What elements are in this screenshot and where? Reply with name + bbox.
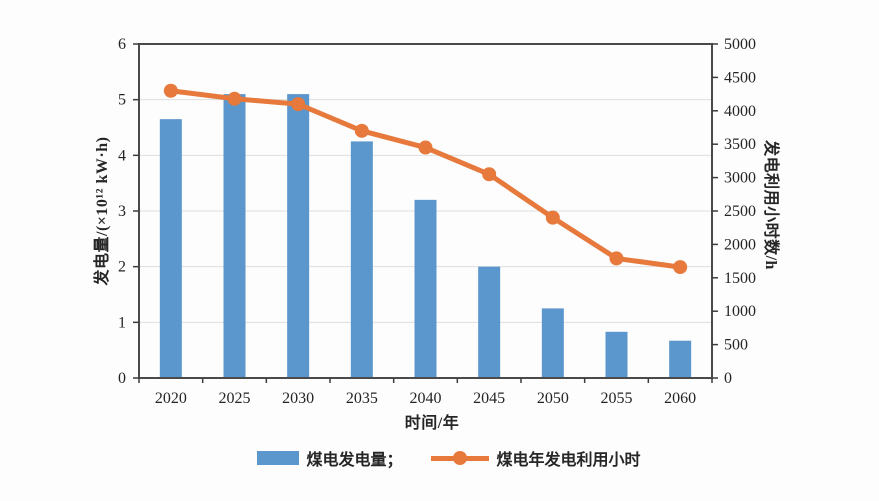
- bar-2055: [605, 331, 628, 378]
- x-tick-label: 2060: [664, 390, 696, 407]
- legend-item-utilization: 煤电年发电利用小时: [430, 446, 641, 470]
- right-tick-label: 3000: [724, 170, 756, 187]
- right-tick-label: 3500: [724, 136, 756, 153]
- right-tick-label: 4500: [724, 69, 756, 86]
- legend-label-utilization: 煤电年发电利用小时: [496, 452, 641, 469]
- left-tick-label: 4: [118, 147, 126, 164]
- legend-item-generation: 煤电发电量；: [256, 446, 403, 470]
- right-tick-label: 1500: [724, 270, 756, 287]
- x-axis-title: 时间/年: [404, 415, 460, 432]
- right-tick-label: 2000: [724, 236, 756, 253]
- x-tick-label: 2055: [601, 390, 633, 407]
- right-tick-label: 5000: [724, 36, 756, 53]
- line-marker-2030: [291, 97, 306, 112]
- line-marker-2020: [163, 83, 178, 98]
- bar-2025: [223, 94, 246, 378]
- x-tick-label: 2025: [219, 390, 251, 407]
- right-tick-label: 1000: [724, 303, 756, 320]
- line-marker-2050: [545, 210, 560, 225]
- legend-label-generation: 煤电发电量；: [306, 452, 403, 469]
- x-tick-label: 2045: [473, 390, 505, 407]
- bar-2045: [478, 266, 501, 378]
- left-tick-label: 5: [118, 92, 126, 109]
- x-tick-label: 2030: [282, 390, 314, 407]
- line-marker-2025: [227, 91, 242, 106]
- line-marker-2060: [673, 260, 688, 275]
- legend: 煤电发电量； 煤电年发电利用小时: [256, 446, 641, 470]
- x-tick-label: 2040: [410, 390, 442, 407]
- left-tick-label: 6: [118, 36, 126, 53]
- bar-2030: [287, 94, 310, 378]
- bar-2060: [669, 340, 692, 378]
- line-marker-2040: [418, 140, 433, 155]
- left-tick-label: 3: [118, 203, 126, 220]
- right-axis-title: 发电利用小时数/h: [762, 140, 779, 270]
- right-tick-label: 4000: [724, 103, 756, 120]
- bar-2020: [159, 119, 182, 379]
- line-marker-2035: [354, 123, 369, 138]
- left-axis-title: 发电量/(×10¹² kW·h): [94, 136, 111, 286]
- line-marker-swatch-icon: [430, 451, 489, 465]
- x-tick-label: 2035: [346, 390, 378, 407]
- right-tick-label: 500: [724, 337, 748, 354]
- right-tick-label: 2500: [724, 203, 756, 220]
- x-tick-label: 2050: [537, 390, 569, 407]
- left-tick-label: 1: [118, 314, 126, 331]
- line-marker-2045: [482, 167, 497, 182]
- bar-swatch-icon: [256, 451, 299, 465]
- bar-2050: [541, 308, 564, 378]
- bar-2035: [350, 141, 373, 378]
- right-tick-label: 0: [724, 370, 732, 387]
- left-tick-label: 0: [118, 370, 126, 387]
- bar-2040: [414, 199, 437, 378]
- left-tick-label: 2: [118, 259, 126, 276]
- x-tick-label: 2020: [155, 390, 187, 407]
- marker-dot-icon: [452, 451, 467, 465]
- line-marker-2055: [609, 251, 624, 266]
